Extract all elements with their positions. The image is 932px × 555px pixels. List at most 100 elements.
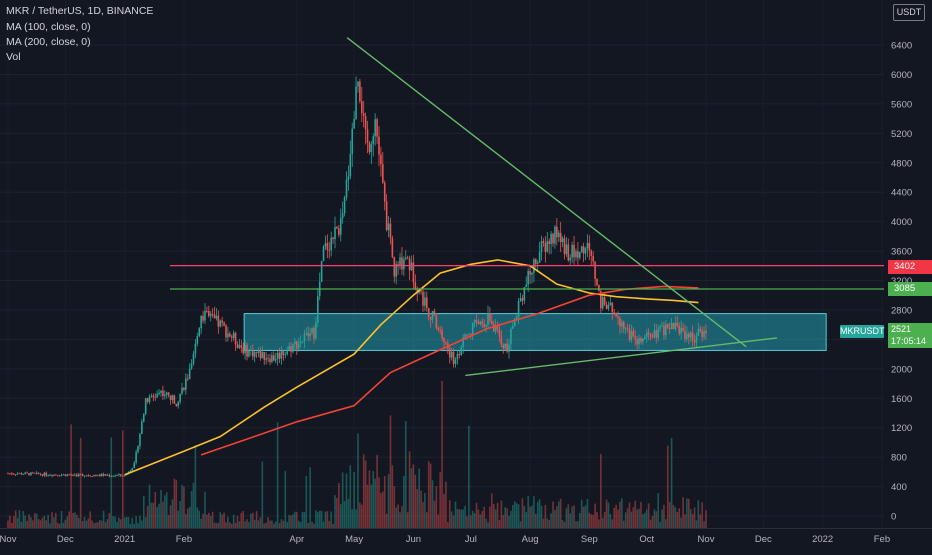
volume-bar	[62, 522, 65, 528]
candle-body	[123, 475, 126, 477]
volume-bar	[309, 467, 311, 528]
price-tick-label: 4400	[891, 188, 912, 199]
candle-body	[196, 336, 199, 344]
volume-bar	[647, 503, 650, 528]
candle-body	[680, 327, 682, 334]
candle-body	[328, 249, 331, 251]
candle-body	[200, 315, 202, 329]
candle-body	[347, 176, 350, 180]
volume-bar	[315, 510, 317, 528]
candle-body	[255, 352, 258, 353]
volume-bar	[429, 463, 432, 528]
candle-body	[489, 313, 491, 321]
candle-body	[102, 474, 105, 477]
candle-body	[540, 241, 543, 252]
candle-body	[621, 321, 623, 327]
candle-body	[410, 262, 413, 271]
candle-body	[133, 462, 136, 469]
candle-body	[229, 333, 231, 337]
candle-body	[362, 113, 365, 117]
volume-bar	[655, 511, 658, 528]
candle-body	[9, 473, 11, 475]
volume-bar	[621, 498, 623, 528]
volume-bar	[653, 509, 656, 528]
volume-bar	[357, 433, 359, 528]
volume-bar	[37, 518, 40, 528]
candle-body	[263, 352, 266, 360]
volume-bar	[341, 472, 344, 528]
volume-bar	[368, 470, 371, 528]
volume-bar	[85, 520, 88, 528]
ma100-legend[interactable]: MA (100, close, 0)	[6, 21, 91, 33]
volume-bar	[209, 515, 212, 528]
currency-button[interactable]: USDT	[893, 4, 925, 21]
volume-bar	[230, 523, 233, 528]
volume-bar	[160, 489, 162, 528]
volume-bar	[575, 521, 577, 528]
volume-bar	[414, 474, 417, 528]
candle-body	[14, 474, 17, 476]
candle-body	[121, 475, 124, 477]
time-tick-label: Nov	[698, 534, 715, 545]
candle-body	[18, 473, 21, 474]
candle-body	[701, 330, 703, 338]
candle-body	[129, 470, 132, 473]
volume-bar	[301, 511, 304, 528]
candle-body	[173, 395, 176, 404]
volume-bar	[408, 451, 411, 528]
volume-bar	[622, 520, 625, 528]
volume-bar	[303, 512, 306, 528]
candle-body	[504, 343, 507, 349]
volume-bar	[452, 515, 455, 528]
volume-bar	[273, 523, 275, 528]
volume-bar	[66, 516, 69, 528]
volume-bar	[359, 502, 361, 528]
volume-bar	[295, 511, 298, 528]
volume-bar	[418, 468, 420, 528]
candle-body	[586, 242, 589, 249]
volume-bar	[420, 490, 422, 528]
candle-body	[238, 345, 241, 348]
candle-body	[473, 320, 476, 323]
volume-bar	[93, 523, 95, 528]
symbol-title[interactable]: MKR / TetherUS, 1D, BINANCE	[6, 5, 154, 17]
candle-body	[322, 246, 325, 261]
volume-bar	[236, 515, 239, 528]
candle-body	[30, 472, 32, 476]
volume-bar	[477, 509, 480, 528]
volume-bar	[663, 504, 665, 528]
candle-body	[364, 116, 367, 130]
candle-body	[382, 164, 384, 183]
volume-bar	[194, 445, 197, 528]
candle-body	[437, 327, 440, 330]
volume-legend[interactable]: Vol	[6, 51, 21, 63]
volume-bar	[550, 513, 552, 528]
volume-bar	[431, 480, 434, 528]
candle-body	[655, 330, 658, 338]
volume-bar	[510, 510, 512, 528]
candle-body	[418, 290, 420, 293]
candle-body	[477, 322, 480, 325]
price-tick-label: 4000	[891, 217, 912, 228]
volume-bar	[605, 499, 608, 528]
candle-body	[357, 81, 359, 87]
volume-bar	[169, 505, 172, 528]
candle-body	[244, 344, 246, 354]
candle-body	[280, 350, 283, 359]
volume-bar	[603, 511, 606, 528]
candle-body	[443, 338, 445, 343]
volume-bar	[362, 454, 365, 528]
candle-body	[391, 238, 394, 258]
candle-body	[674, 322, 677, 330]
candle-body	[513, 319, 516, 326]
price-tick-label: 800	[891, 453, 907, 464]
volume-bar	[162, 501, 164, 528]
candle-body	[422, 291, 424, 306]
volume-bar	[617, 509, 619, 528]
volume-bar	[246, 519, 248, 528]
volume-bar	[139, 515, 141, 528]
candle-body	[521, 298, 524, 301]
ma200-legend[interactable]: MA (200, close, 0)	[6, 36, 91, 48]
